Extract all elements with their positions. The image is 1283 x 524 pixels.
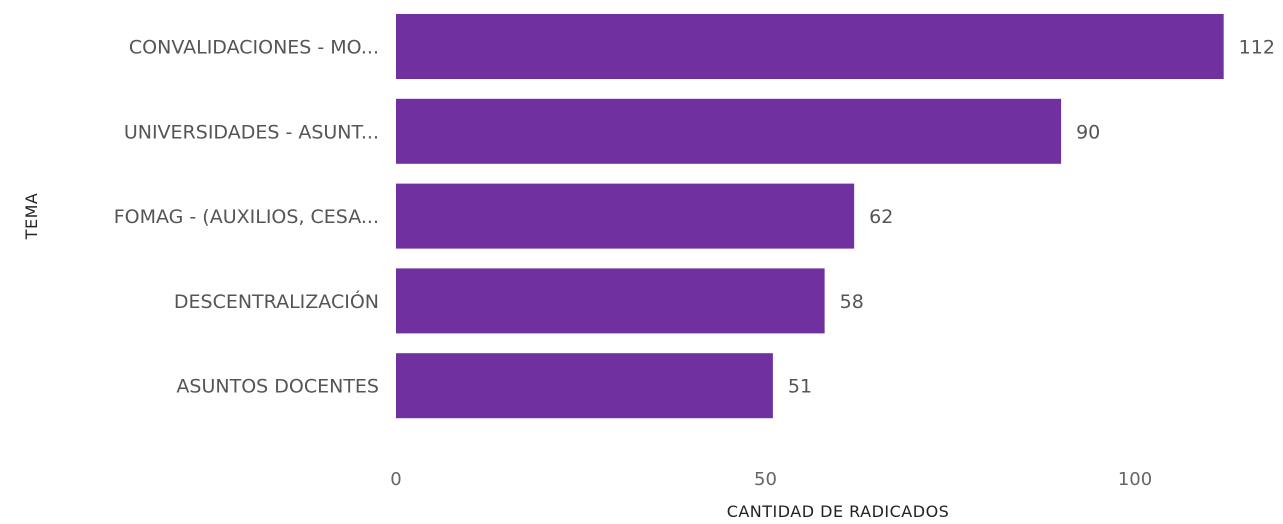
x-axis-ticks: 0 50 100 <box>390 469 1152 490</box>
value-label-1: 112 <box>1239 37 1275 59</box>
bar-1[interactable] <box>396 14 1224 79</box>
bar-5[interactable] <box>396 353 773 419</box>
y-axis-title: TEMA <box>22 193 41 241</box>
value-label-4: 58 <box>840 291 864 313</box>
bar-4[interactable] <box>396 268 825 334</box>
category-label-1: CONVALIDACIONES - MO... <box>129 37 379 59</box>
x-axis-title: CANTIDAD DE RADICADOS <box>727 502 950 521</box>
value-labels: 112 90 62 58 51 <box>788 37 1275 398</box>
bar-3[interactable] <box>396 183 855 249</box>
value-label-2: 90 <box>1076 121 1100 143</box>
x-tick-50: 50 <box>754 469 777 490</box>
category-label-2: UNIVERSIDADES - ASUNT... <box>124 121 379 143</box>
category-label-4: DESCENTRALIZACIÓN <box>174 289 379 313</box>
x-tick-100: 100 <box>1118 469 1152 490</box>
bar-2[interactable] <box>396 98 1062 164</box>
category-label-3: FOMAG - (AUXILIOS, CESA... <box>114 206 379 228</box>
x-tick-0: 0 <box>390 469 401 490</box>
bars-group <box>396 14 1224 419</box>
category-label-5: ASUNTOS DOCENTES <box>176 376 379 398</box>
value-label-3: 62 <box>869 206 893 228</box>
value-label-5: 51 <box>788 376 812 398</box>
category-labels: CONVALIDACIONES - MO... UNIVERSIDADES - A… <box>114 37 379 398</box>
